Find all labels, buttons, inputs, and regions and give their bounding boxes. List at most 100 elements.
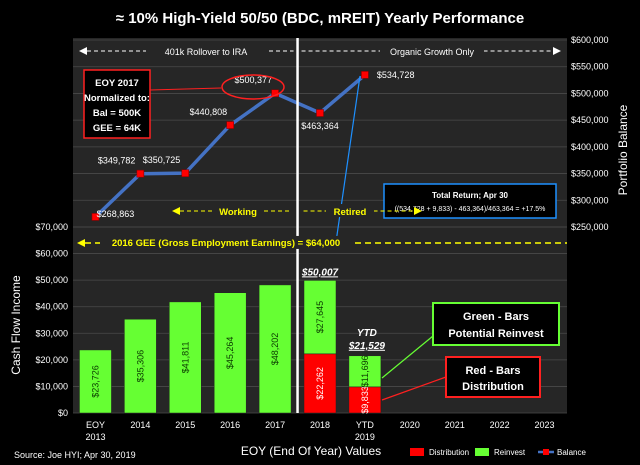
bar-reinvest	[348, 355, 382, 388]
eoy-2017-box-line: EOY 2017	[95, 78, 139, 89]
x-tick-label: 2016	[220, 420, 240, 430]
balance-point-label: $350,725	[143, 155, 181, 165]
bar-reinvest-label: $23,726	[90, 365, 100, 398]
phase-left-label-bg	[146, 44, 266, 57]
bar-distribution-label: $9,833	[360, 386, 370, 414]
x-tick-label: 2018	[310, 420, 330, 430]
total-return-title: Total Return; Apr 30	[432, 191, 509, 200]
bar-reinvest-label: $45,264	[225, 337, 235, 370]
bar-distribution-label: $22,262	[315, 367, 325, 400]
legend: Distribution Reinvest Balance	[410, 448, 586, 457]
y-left-tick-label: $30,000	[35, 328, 68, 338]
x-tick-label-line2: 2013	[85, 432, 105, 442]
gee-label-bg	[100, 235, 352, 249]
y-left-tick-label: $40,000	[35, 302, 68, 312]
balance-point	[226, 121, 234, 129]
eoy-2017-box-line: GEE = 64K	[93, 123, 141, 134]
bar-distribution	[348, 386, 382, 414]
x-tick-label-line2: 2019	[355, 432, 375, 442]
legend-swatch-marker	[543, 449, 549, 455]
total-return-box	[383, 183, 557, 219]
phase-right-arrowhead	[553, 47, 561, 55]
balance-point-label: $349,782	[98, 156, 136, 166]
y-right-tick-label: $250,000	[571, 222, 609, 232]
y-left-tick-label: $50,000	[35, 275, 68, 285]
y-right-tick-label: $300,000	[571, 195, 609, 205]
balance-point-label: $534,728	[377, 70, 415, 80]
red-note-connector	[381, 376, 447, 401]
bar-distribution	[303, 353, 337, 414]
x-tick-label: 2022	[490, 420, 510, 430]
y-right-tick-label: $500,000	[571, 88, 609, 98]
phase-left-arrowhead	[79, 47, 87, 55]
gee-arrowhead	[77, 238, 85, 247]
y-right-tick-label: $350,000	[571, 169, 609, 179]
legend-swatch	[475, 448, 489, 456]
x-axis-title: EOY (End Of Year) Values	[241, 444, 381, 458]
green-note-box	[432, 302, 560, 346]
x-tick-label: EOY	[86, 420, 105, 430]
y-axis-left-title: Cash Flow Income	[9, 275, 23, 375]
bars: $23,726 $35,306 $41,811 $45,264 $48,202 $22,2…	[79, 267, 386, 414]
red-note-box	[445, 356, 541, 398]
working-label: Working	[219, 207, 257, 218]
x-tick-label: 2023	[535, 420, 555, 430]
axis-ticks: $0 $10,000 $20,000 $30,000 $40,000 $50,000 $60…	[35, 35, 608, 442]
phase-left-label: 401k Rollover to IRA	[165, 47, 248, 57]
green-note-line: Green - Bars	[463, 311, 529, 323]
red-note-line: Red - Bars	[465, 365, 520, 377]
y-right-tick-label: $450,000	[571, 115, 609, 125]
bar-reinvest-label: $48,202	[270, 333, 280, 366]
peak-highlight-connector	[149, 87, 222, 91]
bar-reinvest	[258, 284, 292, 414]
red-note-line: Distribution	[462, 381, 524, 393]
bar-total-label: $21,529	[348, 341, 386, 352]
chart-title: ≈ 10% High-Yield 50/50 (BDC, mREIT) Year…	[116, 10, 524, 27]
eoy-2017-box-line: Normalized to:	[84, 93, 150, 104]
green-note-connector	[381, 335, 434, 379]
bar-reinvest-label: $11,696	[360, 355, 370, 387]
green-note-line: Potential Reinvest	[448, 328, 544, 340]
working-label-bg	[212, 204, 264, 217]
balance-point-label: $463,364	[301, 121, 339, 131]
balance-point	[316, 109, 324, 117]
legend-label: Balance	[557, 448, 586, 457]
y-left-tick-label: $60,000	[35, 249, 68, 259]
bar-total-title: YTD	[357, 328, 377, 339]
balance-point-label: $500,377	[235, 75, 273, 85]
balance-point	[91, 213, 100, 221]
balance-point-label: $268,863	[97, 209, 135, 219]
x-tick-label: YTD	[356, 420, 375, 430]
eoy-2017-box	[83, 69, 151, 139]
bar-reinvest	[169, 301, 202, 414]
annotations: 401k Rollover to IRA Organic Growth Only E…	[77, 38, 567, 413]
bar-reinvest-label: $35,306	[135, 350, 145, 383]
retired-arrowhead	[414, 207, 422, 215]
y-left-tick-label: $10,000	[35, 381, 68, 391]
total-return-formula: ((534,728 + 9,833) - 463,364)/463,364 = …	[395, 206, 546, 213]
legend-label: Reinvest	[494, 448, 526, 457]
y-right-tick-label: $600,000	[571, 35, 609, 45]
eoy-2017-box-line: Bal = 500K	[93, 108, 141, 119]
phase-right-label-bg	[380, 44, 484, 57]
phase-right-label: Organic Growth Only	[390, 47, 475, 57]
balance-point	[136, 169, 145, 178]
x-tick-label: 2014	[130, 420, 150, 430]
balance-line: $268,863 $349,782 $350,725 $440,808 $500,377…	[91, 70, 415, 221]
y-axis-right-title: Portfolio Balance	[616, 104, 630, 195]
retired-label: Retired	[334, 207, 367, 218]
legend-label: Distribution	[429, 448, 469, 457]
gee-label: 2016 GEE (Gross Employment Earnings) = $…	[112, 238, 340, 249]
balance-point	[181, 169, 190, 177]
y-right-tick-label: $550,000	[571, 62, 609, 72]
bar-reinvest-label: $41,811	[180, 342, 190, 374]
y-left-tick-label: $70,000	[35, 222, 68, 232]
bar-reinvest	[79, 349, 112, 414]
peak-highlight-ellipse	[221, 74, 285, 100]
balance-point-label: $440,808	[190, 107, 228, 117]
bar-reinvest-label: $27,645	[315, 301, 325, 334]
bar-reinvest	[213, 292, 247, 414]
legend-swatch	[410, 448, 424, 456]
retired-label-bg	[326, 204, 374, 217]
